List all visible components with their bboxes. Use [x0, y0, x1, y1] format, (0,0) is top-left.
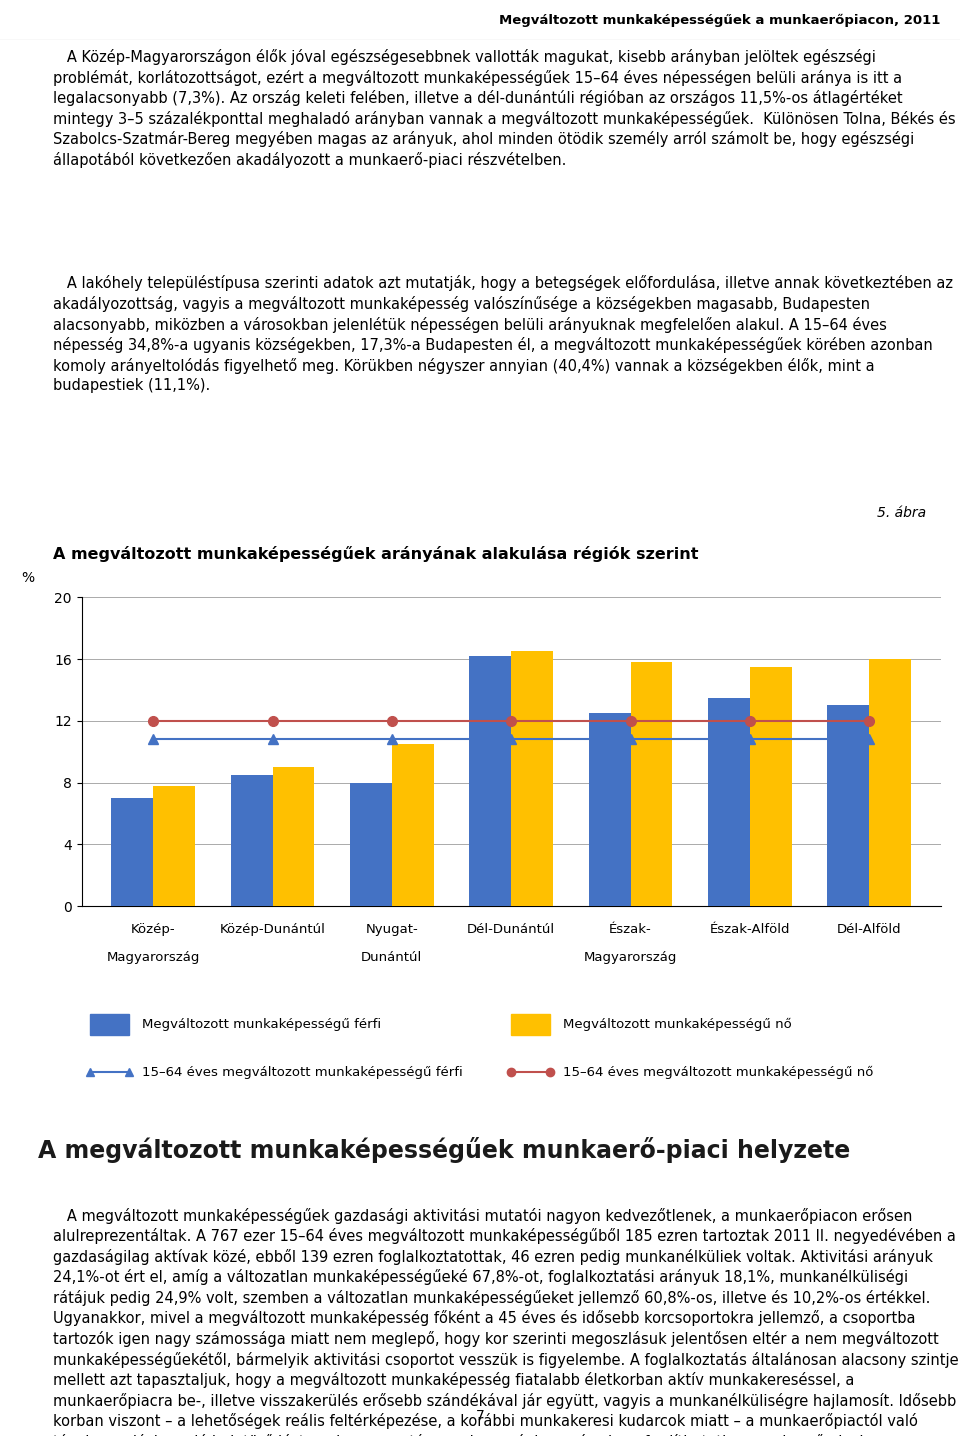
Text: 15–64 éves megváltozott munkaképességű nő: 15–64 éves megváltozott munkaképességű n… [563, 1066, 874, 1078]
Text: A megváltozott munkaképességűek arányának alakulása régiók szerint: A megváltozott munkaképességűek arányána… [53, 546, 698, 563]
Bar [90, 1014, 129, 1035]
Text: Nyugat-: Nyugat- [366, 923, 419, 936]
Text: Észak-: Észak- [610, 923, 652, 936]
Text: A lakóhely településtípusa szerinti adatok azt mutatják, hogy a betegségek előfo: A lakóhely településtípusa szerinti adat… [53, 276, 952, 393]
Text: Magyarország: Magyarország [584, 951, 677, 964]
Bar [154, 785, 195, 906]
Bar [750, 666, 792, 906]
Bar [869, 659, 911, 906]
Bar [392, 744, 434, 906]
Text: 15–64 éves megváltozott munkaképességű férfi: 15–64 éves megváltozott munkaképességű f… [142, 1066, 463, 1078]
Bar [828, 705, 869, 906]
Text: 5. ábra: 5. ábra [877, 505, 926, 520]
Text: A megváltozott munkaképességűek gazdasági aktivitási mutatói nagyon kedvezőtlene: A megváltozott munkaképességűek gazdaság… [53, 1208, 958, 1436]
Text: Megváltozott munkaképességű nő: Megváltozott munkaképességű nő [563, 1018, 791, 1031]
Bar [511, 1014, 550, 1035]
Bar [511, 652, 553, 906]
Text: Megváltozott munkaképességűek a munkaerőpiacon, 2011: Megváltozott munkaképességűek a munkaerő… [499, 13, 941, 27]
Text: Megváltozott munkaképességű férfi: Megváltozott munkaképességű férfi [142, 1018, 381, 1031]
Bar [588, 714, 631, 906]
Text: Dél-Alföld: Dél-Alföld [837, 923, 901, 936]
Bar [708, 698, 750, 906]
Text: Magyarország: Magyarország [107, 951, 200, 964]
Bar [469, 656, 511, 906]
Bar [350, 783, 392, 906]
Text: Közép-: Közép- [131, 923, 176, 936]
Text: Dél-Dunántúl: Dél-Dunántúl [468, 923, 555, 936]
Text: Közép-Dunántúl: Közép-Dunántúl [220, 923, 325, 936]
Text: A megváltozott munkaképességűek munkaerő-piaci helyzete: A megváltozott munkaképességűek munkaerő… [38, 1137, 851, 1163]
Text: Dunántúl: Dunántúl [361, 951, 422, 964]
Text: 7: 7 [475, 1409, 485, 1423]
Text: Észak-Alföld: Észak-Alföld [709, 923, 790, 936]
Bar [273, 767, 314, 906]
Bar [230, 775, 273, 906]
Bar [111, 798, 154, 906]
Bar [631, 662, 672, 906]
Text: %: % [21, 572, 35, 584]
Text: A Közép-Magyarországon élők jóval egészségesebbnek vallották magukat, kisebb ará: A Közép-Magyarországon élők jóval egészs… [53, 49, 955, 168]
